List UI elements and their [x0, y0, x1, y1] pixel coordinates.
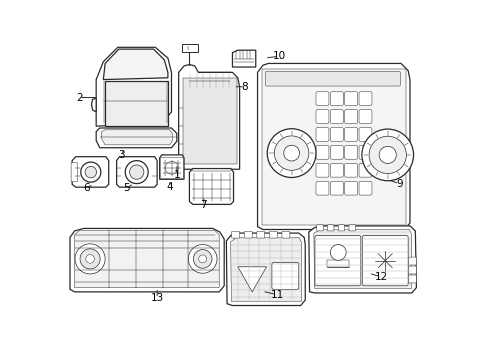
Text: 10: 10	[272, 51, 286, 61]
FancyBboxPatch shape	[330, 163, 343, 177]
Circle shape	[188, 244, 217, 273]
FancyBboxPatch shape	[344, 181, 358, 195]
Text: 2: 2	[76, 93, 83, 103]
FancyBboxPatch shape	[316, 163, 329, 177]
FancyBboxPatch shape	[344, 128, 358, 141]
FancyBboxPatch shape	[409, 257, 416, 265]
Text: 7: 7	[200, 200, 207, 210]
FancyBboxPatch shape	[282, 231, 290, 238]
FancyBboxPatch shape	[71, 162, 77, 182]
FancyBboxPatch shape	[359, 92, 372, 105]
Polygon shape	[183, 78, 237, 164]
FancyBboxPatch shape	[270, 231, 277, 238]
FancyBboxPatch shape	[330, 181, 343, 195]
FancyBboxPatch shape	[272, 262, 299, 289]
FancyBboxPatch shape	[316, 128, 329, 141]
Polygon shape	[314, 229, 412, 288]
FancyBboxPatch shape	[266, 71, 400, 86]
FancyBboxPatch shape	[232, 231, 240, 238]
FancyBboxPatch shape	[409, 275, 416, 283]
Polygon shape	[96, 47, 172, 126]
FancyBboxPatch shape	[359, 181, 372, 195]
FancyBboxPatch shape	[330, 128, 343, 141]
FancyBboxPatch shape	[317, 225, 323, 231]
Circle shape	[199, 255, 207, 263]
Polygon shape	[309, 226, 416, 293]
FancyBboxPatch shape	[257, 231, 265, 238]
Polygon shape	[182, 44, 197, 51]
Polygon shape	[327, 260, 349, 267]
FancyBboxPatch shape	[327, 225, 334, 231]
Text: 6: 6	[83, 183, 90, 193]
Polygon shape	[179, 64, 240, 169]
Polygon shape	[74, 230, 219, 288]
FancyBboxPatch shape	[359, 110, 372, 123]
Text: 11: 11	[270, 290, 284, 300]
Circle shape	[330, 244, 346, 260]
Text: 9: 9	[396, 179, 402, 189]
Circle shape	[166, 161, 178, 174]
FancyBboxPatch shape	[160, 158, 183, 179]
Circle shape	[85, 166, 97, 178]
FancyBboxPatch shape	[330, 110, 343, 123]
Circle shape	[125, 161, 148, 184]
Text: 8: 8	[242, 82, 248, 92]
FancyBboxPatch shape	[316, 145, 329, 159]
Polygon shape	[258, 63, 410, 229]
FancyBboxPatch shape	[338, 225, 344, 231]
FancyBboxPatch shape	[245, 231, 252, 238]
FancyBboxPatch shape	[349, 225, 355, 231]
Polygon shape	[70, 228, 224, 292]
FancyBboxPatch shape	[344, 163, 358, 177]
Circle shape	[362, 129, 414, 181]
FancyBboxPatch shape	[362, 235, 408, 286]
FancyBboxPatch shape	[359, 145, 372, 159]
Polygon shape	[72, 157, 109, 187]
Polygon shape	[238, 267, 267, 292]
FancyBboxPatch shape	[316, 110, 329, 123]
Polygon shape	[226, 233, 305, 306]
FancyBboxPatch shape	[315, 235, 361, 286]
Polygon shape	[101, 130, 172, 145]
FancyBboxPatch shape	[344, 145, 358, 159]
FancyBboxPatch shape	[316, 92, 329, 105]
Circle shape	[369, 136, 406, 174]
Circle shape	[81, 162, 101, 182]
Circle shape	[267, 129, 316, 177]
Text: 4: 4	[167, 182, 173, 192]
Text: 3: 3	[118, 150, 124, 160]
Polygon shape	[232, 50, 256, 67]
FancyBboxPatch shape	[330, 145, 343, 159]
Circle shape	[274, 136, 309, 170]
Circle shape	[379, 146, 396, 163]
Polygon shape	[262, 69, 406, 225]
FancyBboxPatch shape	[330, 92, 343, 105]
Polygon shape	[190, 168, 234, 204]
FancyBboxPatch shape	[359, 163, 372, 177]
FancyBboxPatch shape	[344, 92, 358, 105]
Circle shape	[194, 249, 212, 268]
FancyBboxPatch shape	[344, 110, 358, 123]
Text: 12: 12	[375, 272, 388, 282]
Circle shape	[75, 244, 105, 274]
Circle shape	[86, 255, 95, 263]
Polygon shape	[188, 72, 232, 90]
Polygon shape	[105, 81, 168, 126]
Circle shape	[80, 249, 100, 269]
Polygon shape	[117, 157, 157, 187]
Polygon shape	[231, 237, 302, 301]
Polygon shape	[103, 49, 168, 80]
Polygon shape	[160, 155, 184, 179]
FancyBboxPatch shape	[316, 181, 329, 195]
Text: 5: 5	[123, 183, 130, 193]
FancyBboxPatch shape	[359, 128, 372, 141]
Circle shape	[284, 145, 299, 161]
Circle shape	[129, 165, 144, 179]
Polygon shape	[92, 98, 96, 112]
Text: 13: 13	[150, 293, 164, 303]
Polygon shape	[96, 128, 177, 148]
FancyBboxPatch shape	[409, 266, 416, 274]
Text: 1: 1	[173, 170, 180, 180]
